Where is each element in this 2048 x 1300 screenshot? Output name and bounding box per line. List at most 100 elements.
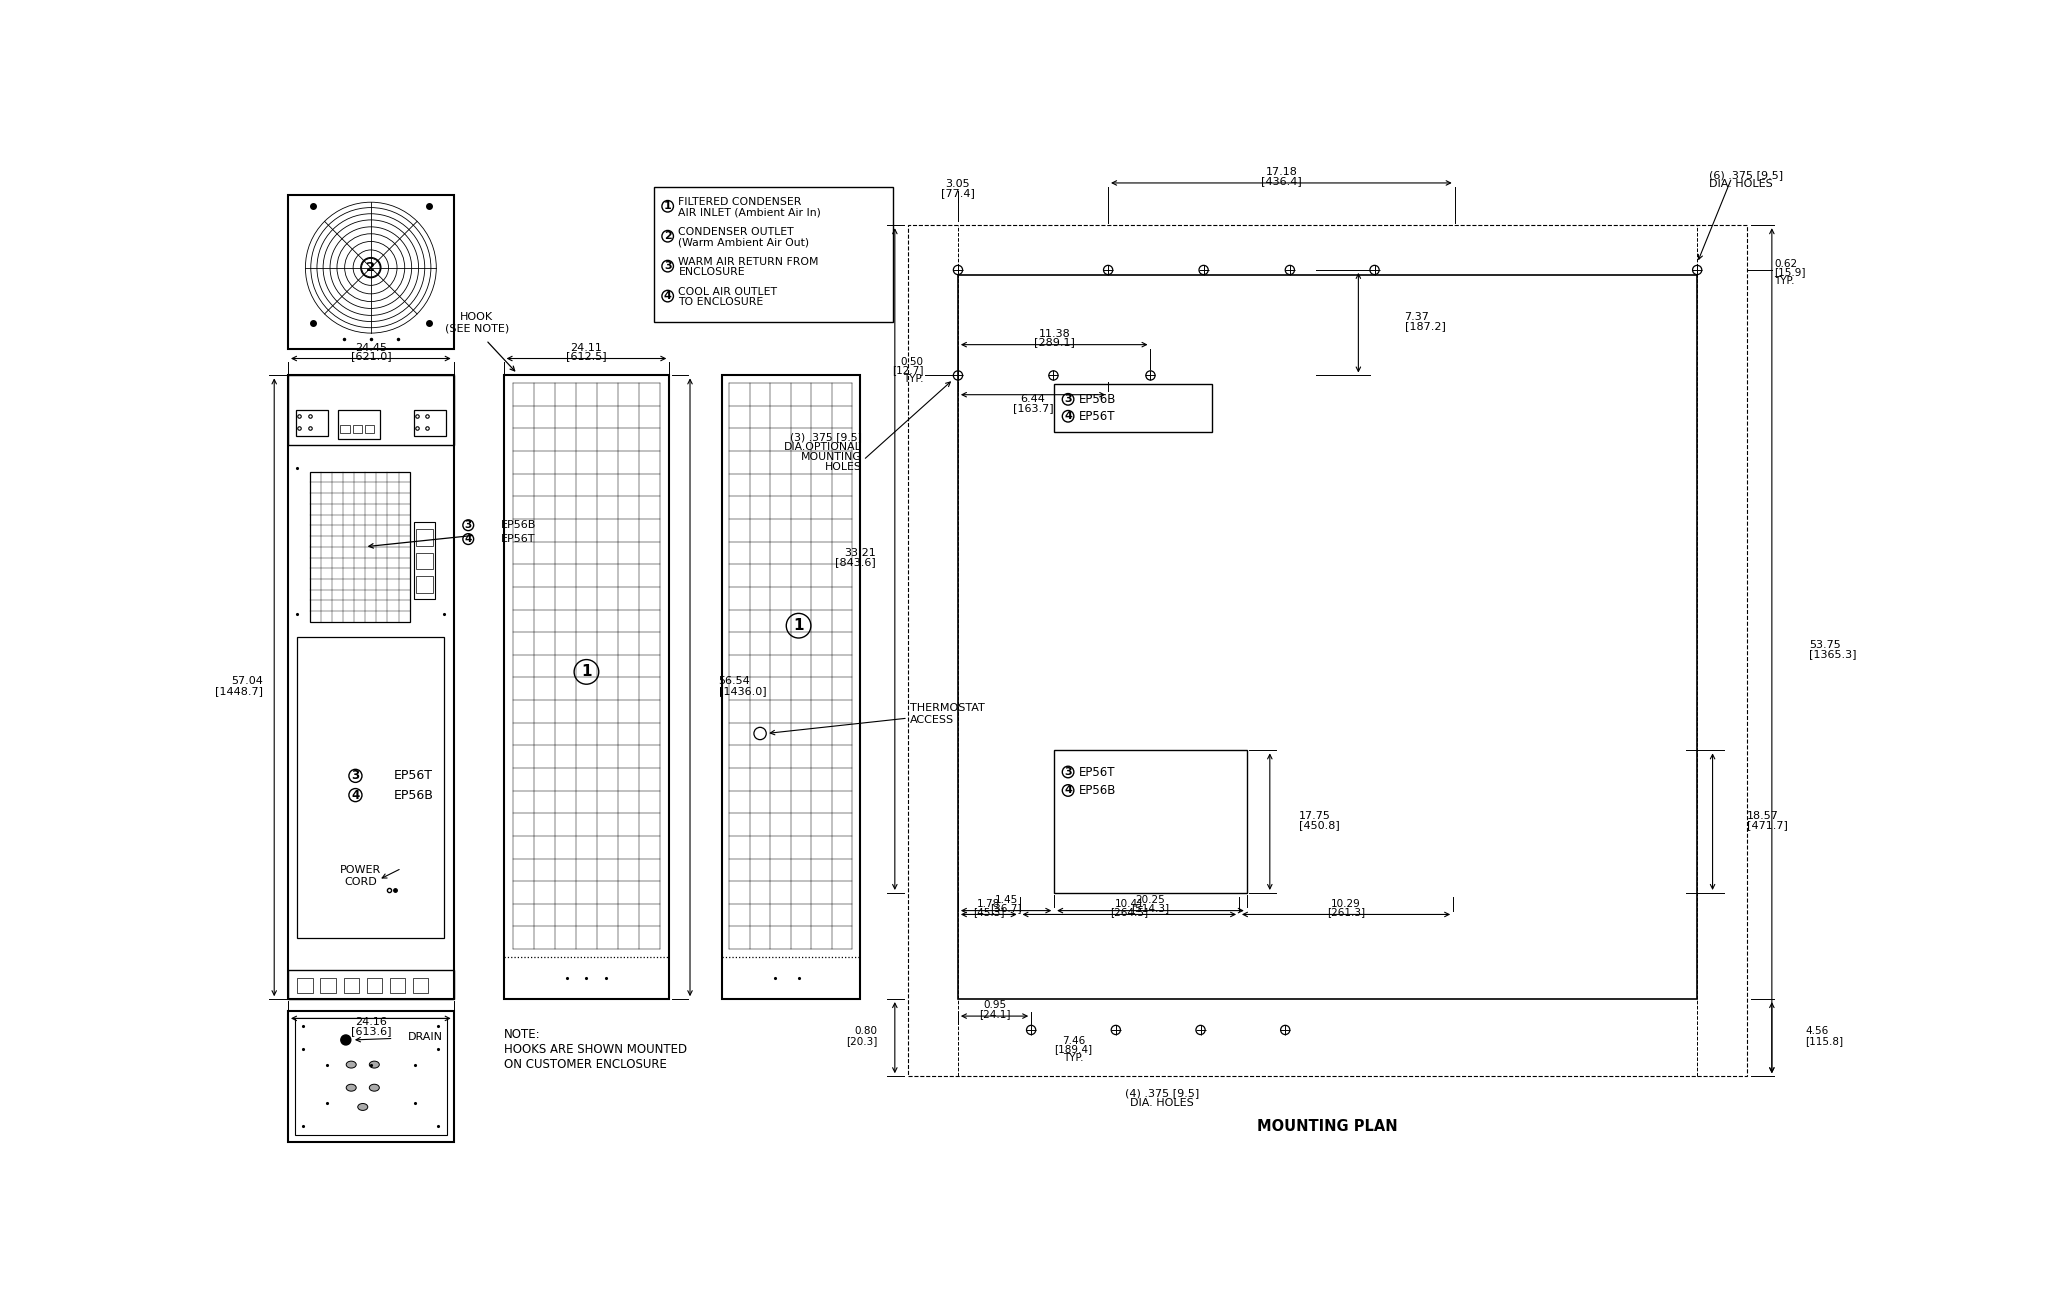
Bar [289, 376, 453, 1000]
Text: THERMOSTAT
ACCESS: THERMOSTAT ACCESS [909, 703, 985, 725]
Ellipse shape [346, 1084, 356, 1091]
Bar [338, 410, 381, 438]
Text: [621.0]: [621.0] [350, 351, 391, 361]
Text: AIR INLET (Ambient Air In): AIR INLET (Ambient Air In) [678, 208, 821, 217]
Text: [77.4]: [77.4] [940, 188, 975, 198]
Bar [721, 376, 860, 1000]
Bar [416, 529, 432, 546]
Text: [843.6]: [843.6] [836, 558, 877, 567]
Text: TO ENCLOSURE: TO ENCLOSURE [678, 298, 764, 307]
Text: 53.75: 53.75 [1808, 640, 1841, 650]
Bar [653, 187, 893, 321]
Text: 0.80: 0.80 [854, 1027, 877, 1036]
Text: 3: 3 [664, 261, 672, 272]
Text: (3) .375 [9.5]: (3) .375 [9.5] [791, 432, 862, 442]
Text: 7.37: 7.37 [1405, 312, 1430, 321]
Text: TYP.: TYP. [1774, 276, 1794, 286]
Text: 1.45: 1.45 [995, 894, 1018, 905]
Text: 3: 3 [352, 770, 360, 783]
Text: 33.21: 33.21 [844, 547, 877, 558]
Text: 4: 4 [352, 789, 360, 802]
Text: 24.11: 24.11 [571, 343, 602, 352]
Text: COOL AIR OUTLET: COOL AIR OUTLET [678, 287, 778, 298]
Text: (4) .375 [9.5]: (4) .375 [9.5] [1124, 1088, 1200, 1098]
Bar [416, 552, 432, 569]
Bar [414, 521, 434, 599]
Text: 0.62: 0.62 [1774, 259, 1798, 269]
Text: DIA. HOLES: DIA. HOLES [1130, 1098, 1194, 1108]
Ellipse shape [369, 1061, 379, 1069]
Text: DIA. HOLES: DIA. HOLES [1708, 179, 1772, 190]
Text: ENCLOSURE: ENCLOSURE [678, 268, 745, 277]
Text: MOUNTING PLAN: MOUNTING PLAN [1257, 1119, 1399, 1134]
Text: 11.38: 11.38 [1038, 329, 1071, 339]
Bar [289, 1010, 453, 1141]
Text: 4: 4 [465, 534, 471, 545]
Text: 4: 4 [1065, 785, 1071, 796]
Ellipse shape [346, 1061, 356, 1069]
Bar [1055, 384, 1212, 432]
Text: DRAIN: DRAIN [408, 1032, 442, 1041]
Bar [907, 225, 1747, 1076]
Bar [365, 425, 375, 433]
Text: HOLES: HOLES [825, 462, 862, 472]
Bar [297, 978, 313, 993]
Circle shape [340, 1035, 350, 1045]
Text: CONDENSER OUTLET: CONDENSER OUTLET [678, 227, 795, 238]
Bar [309, 472, 410, 621]
Text: 56.54: 56.54 [719, 676, 750, 686]
Text: EP56B: EP56B [502, 520, 537, 530]
Text: TYP.: TYP. [1063, 1053, 1083, 1062]
Text: EP56B: EP56B [1079, 393, 1116, 406]
Text: 0.50: 0.50 [901, 356, 924, 367]
Text: HOOK
(SEE NOTE): HOOK (SEE NOTE) [444, 312, 508, 334]
Text: 3.05: 3.05 [946, 179, 971, 190]
Text: 3: 3 [1065, 767, 1071, 777]
Bar [504, 376, 670, 1000]
Bar [414, 978, 428, 993]
Text: 4.56: 4.56 [1804, 1027, 1829, 1036]
Text: EP56T: EP56T [502, 534, 537, 545]
Text: TYP.: TYP. [903, 373, 924, 384]
Text: 57.04: 57.04 [231, 676, 262, 686]
Text: 4: 4 [1065, 411, 1071, 421]
Text: [1365.3]: [1365.3] [1808, 649, 1855, 659]
Text: (Warm Ambient Air Out): (Warm Ambient Air Out) [678, 238, 809, 247]
Text: 17.18: 17.18 [1266, 168, 1296, 177]
Ellipse shape [369, 1084, 379, 1091]
Bar [416, 576, 432, 593]
Text: [189.4]: [189.4] [1055, 1044, 1092, 1054]
Text: 1: 1 [582, 664, 592, 680]
Text: EP56B: EP56B [1079, 784, 1116, 797]
Text: [436.4]: [436.4] [1262, 176, 1303, 186]
Text: (6) .375 [9.5]: (6) .375 [9.5] [1708, 170, 1784, 181]
Text: 0.95: 0.95 [983, 1000, 1006, 1010]
Text: [1436.0]: [1436.0] [719, 686, 766, 697]
Bar [1055, 750, 1247, 893]
Text: 7.46: 7.46 [1061, 1036, 1085, 1045]
Text: [612.5]: [612.5] [565, 351, 606, 361]
Text: 1: 1 [664, 202, 672, 212]
Bar [289, 970, 453, 1000]
Text: DIA.OPTIONAL: DIA.OPTIONAL [784, 442, 862, 452]
Bar [289, 195, 453, 348]
Bar [367, 978, 383, 993]
Bar [352, 425, 362, 433]
Text: [12.7]: [12.7] [891, 365, 924, 376]
Text: [163.7]: [163.7] [1012, 403, 1053, 413]
Text: 20.25: 20.25 [1135, 894, 1165, 905]
Text: [187.2]: [187.2] [1405, 321, 1446, 330]
Text: [45.3]: [45.3] [973, 907, 1004, 916]
Text: [264.5]: [264.5] [1110, 907, 1149, 916]
Text: [471.7]: [471.7] [1747, 820, 1788, 829]
Bar [958, 276, 1698, 1000]
Text: [261.3]: [261.3] [1327, 907, 1366, 916]
Text: EP56T: EP56T [393, 770, 432, 783]
Text: 4: 4 [664, 291, 672, 302]
Bar [297, 637, 444, 937]
Ellipse shape [358, 1104, 369, 1110]
Text: EP56B: EP56B [393, 789, 434, 802]
Bar [344, 978, 358, 993]
Text: 6.44: 6.44 [1020, 394, 1044, 403]
Text: 1: 1 [793, 619, 803, 633]
